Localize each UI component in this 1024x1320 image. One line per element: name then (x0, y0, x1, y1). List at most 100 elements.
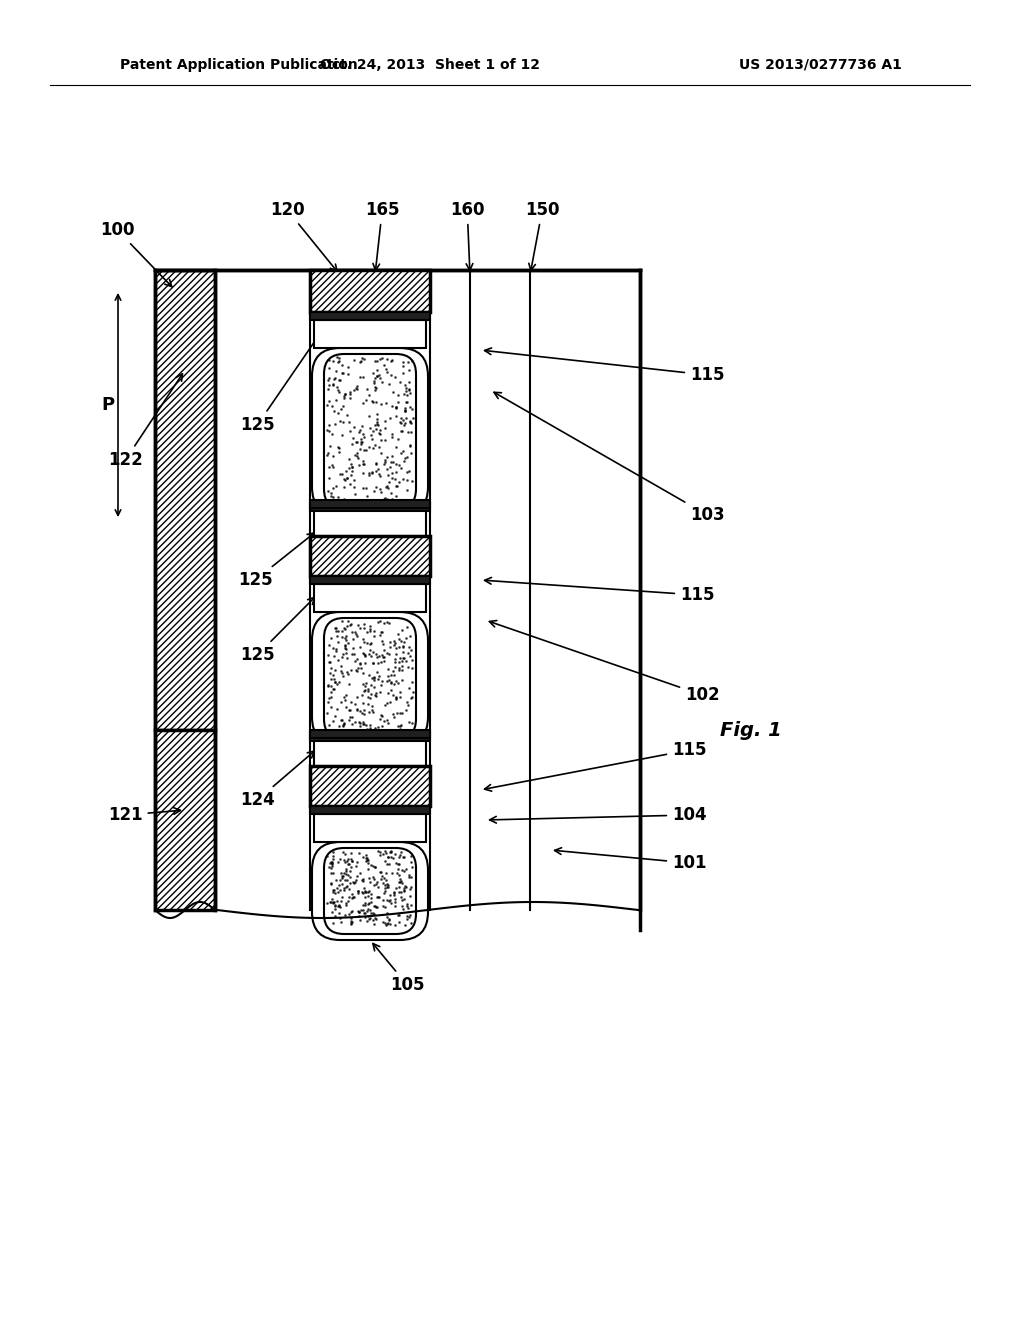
Point (356, 880, 373, 902)
Point (362, 618, 379, 639)
Point (325, 892, 341, 913)
Point (392, 714, 409, 735)
Point (396, 878, 413, 899)
Point (351, 653, 368, 675)
Point (332, 879, 348, 900)
Point (372, 845, 388, 866)
Point (383, 680, 399, 701)
Point (346, 477, 362, 498)
Point (353, 416, 370, 437)
Point (321, 675, 337, 696)
FancyBboxPatch shape (312, 612, 428, 744)
Point (365, 652, 381, 673)
Point (387, 366, 403, 387)
Point (372, 842, 388, 863)
Point (360, 664, 377, 685)
Point (376, 612, 392, 634)
Point (374, 644, 390, 665)
Point (367, 896, 383, 917)
Point (355, 644, 372, 665)
Point (367, 379, 383, 400)
Point (372, 424, 388, 445)
Point (343, 900, 359, 921)
FancyBboxPatch shape (312, 842, 428, 940)
Point (335, 715, 351, 737)
Point (364, 429, 380, 450)
Point (386, 631, 402, 652)
Point (379, 643, 395, 664)
Point (321, 414, 337, 436)
Point (327, 672, 343, 693)
Point (366, 895, 382, 916)
Point (381, 853, 397, 874)
Point (373, 420, 389, 441)
Point (389, 862, 406, 883)
Point (342, 383, 358, 404)
Point (384, 396, 400, 417)
Point (375, 647, 391, 668)
Point (387, 688, 403, 709)
Point (379, 348, 395, 370)
Point (356, 632, 373, 653)
Point (379, 475, 395, 496)
Point (336, 618, 352, 639)
Point (387, 648, 403, 669)
Point (335, 643, 351, 664)
Point (344, 461, 360, 482)
Point (400, 371, 417, 392)
Point (337, 876, 353, 898)
Point (371, 665, 387, 686)
Point (392, 718, 409, 739)
Point (325, 455, 341, 477)
Text: 101: 101 (555, 847, 707, 873)
Point (367, 350, 383, 371)
Point (327, 895, 343, 916)
Point (321, 488, 337, 510)
Point (402, 913, 419, 935)
Point (352, 638, 369, 659)
Point (370, 652, 386, 673)
Point (377, 913, 393, 935)
Point (348, 623, 365, 644)
Point (386, 882, 402, 903)
Point (345, 428, 361, 449)
Point (366, 874, 382, 895)
Point (358, 622, 375, 643)
Point (357, 389, 374, 411)
Point (366, 903, 382, 924)
Point (348, 851, 365, 873)
Point (369, 886, 385, 907)
Point (358, 486, 375, 507)
Point (347, 483, 364, 504)
Point (360, 858, 377, 879)
Point (362, 718, 379, 739)
Point (321, 855, 337, 876)
Point (323, 483, 339, 504)
Point (321, 367, 337, 388)
Point (322, 348, 338, 370)
Point (387, 892, 403, 913)
Point (356, 644, 373, 665)
Point (347, 693, 364, 714)
Point (354, 870, 371, 891)
Point (362, 887, 379, 908)
Point (325, 478, 341, 499)
Point (364, 855, 380, 876)
Point (391, 912, 408, 933)
Point (377, 487, 393, 508)
Point (392, 421, 409, 442)
Text: 100: 100 (100, 220, 172, 286)
Point (334, 463, 350, 484)
Point (380, 875, 396, 896)
FancyBboxPatch shape (310, 766, 430, 807)
Point (343, 453, 359, 474)
Point (333, 656, 349, 677)
Point (336, 388, 352, 409)
Point (364, 668, 380, 689)
Point (398, 616, 415, 638)
Point (391, 686, 408, 708)
FancyBboxPatch shape (310, 312, 430, 319)
Point (340, 903, 356, 924)
Point (349, 626, 366, 647)
Point (379, 446, 395, 467)
